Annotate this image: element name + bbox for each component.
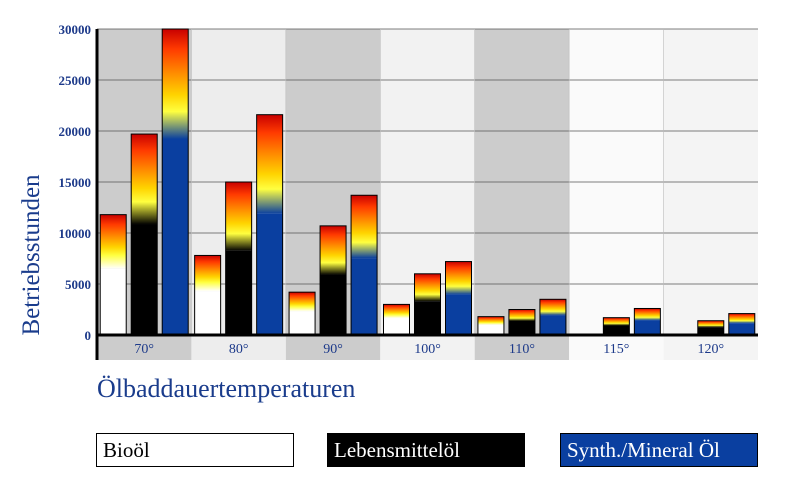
bar-top — [383, 304, 410, 319]
y-tick-label: 30000 — [59, 22, 92, 37]
bar-top — [194, 255, 221, 292]
bar-top — [445, 261, 472, 295]
y-tick-label: 20000 — [59, 124, 92, 139]
bar-body — [445, 294, 472, 335]
legend-label: Synth./Mineral Öl — [567, 437, 720, 462]
y-tick-label: 0 — [85, 328, 92, 343]
bar-body — [194, 291, 221, 335]
y-axis-label: Betriebsstunden — [18, 174, 45, 336]
x-axis-label: Ölbaddauertemperaturen — [97, 374, 355, 403]
x-category-label: 100° — [414, 342, 441, 357]
legend-entry-bio-oel: Bioöl — [96, 433, 294, 467]
y-tick-label: 5000 — [65, 277, 91, 292]
x-category-label: 90° — [323, 342, 343, 357]
gridlines — [97, 28, 758, 336]
legend-label: Bioöl — [103, 437, 150, 462]
bar-top — [289, 292, 316, 312]
x-category-label: 110° — [509, 342, 535, 357]
axes — [95, 29, 758, 360]
bar-top — [414, 273, 441, 302]
x-category-label: 80° — [229, 342, 249, 357]
legend-entry-lebensmitteloel: Lebensmittelöl — [327, 433, 525, 467]
legend-label: Lebensmittelöl — [334, 437, 460, 462]
bars — [99, 28, 756, 336]
x-category-labels: 70° 80° 90° 100° 110° 115° 120° — [134, 342, 724, 357]
bar-top — [697, 320, 724, 328]
bar-body — [539, 315, 566, 335]
bar-body — [162, 139, 189, 335]
axis-band — [474, 335, 570, 360]
axis-band — [663, 335, 758, 360]
bar-top — [256, 114, 283, 214]
bar-top — [634, 308, 661, 321]
bar-top — [320, 225, 347, 275]
bar-body — [131, 224, 158, 335]
x-category-label: 115° — [603, 342, 629, 357]
axis-band — [97, 335, 192, 360]
axis-band — [380, 335, 475, 360]
bar-body — [477, 324, 504, 335]
axis-band — [285, 335, 381, 360]
y-tick-labels: 0 5000 10000 15000 20000 25000 30000 — [59, 22, 92, 343]
bar-top — [728, 313, 755, 324]
axis-band — [191, 335, 286, 360]
bar-top — [477, 316, 504, 325]
legend-entry-synth-mineral-oel: Synth./Mineral Öl — [560, 433, 758, 467]
bar-top — [131, 134, 158, 225]
bar-body — [603, 325, 630, 335]
bar-body — [225, 250, 252, 335]
bar-top — [100, 214, 127, 269]
bar-top — [351, 195, 378, 259]
bar-top — [603, 317, 630, 326]
bar-body — [697, 327, 724, 335]
bar-top — [539, 299, 566, 316]
x-category-label: 120° — [697, 342, 724, 357]
bar-top — [162, 29, 189, 139]
bar-body — [289, 311, 316, 335]
bar-body — [508, 320, 535, 335]
y-tick-label: 10000 — [59, 226, 92, 241]
y-tick-label: 15000 — [59, 175, 92, 190]
axis-band — [569, 335, 664, 360]
bar-body — [383, 318, 410, 335]
x-category-label: 70° — [134, 342, 154, 357]
bar-body — [728, 323, 755, 335]
y-tick-label: 25000 — [59, 73, 92, 88]
bar-top — [225, 182, 252, 251]
bar-body — [634, 320, 661, 335]
bar-body — [320, 274, 347, 335]
bar-top — [508, 309, 535, 321]
bar-body — [256, 213, 283, 335]
bar-body — [100, 268, 127, 335]
bar-body — [351, 258, 378, 335]
bar-body — [414, 301, 441, 335]
